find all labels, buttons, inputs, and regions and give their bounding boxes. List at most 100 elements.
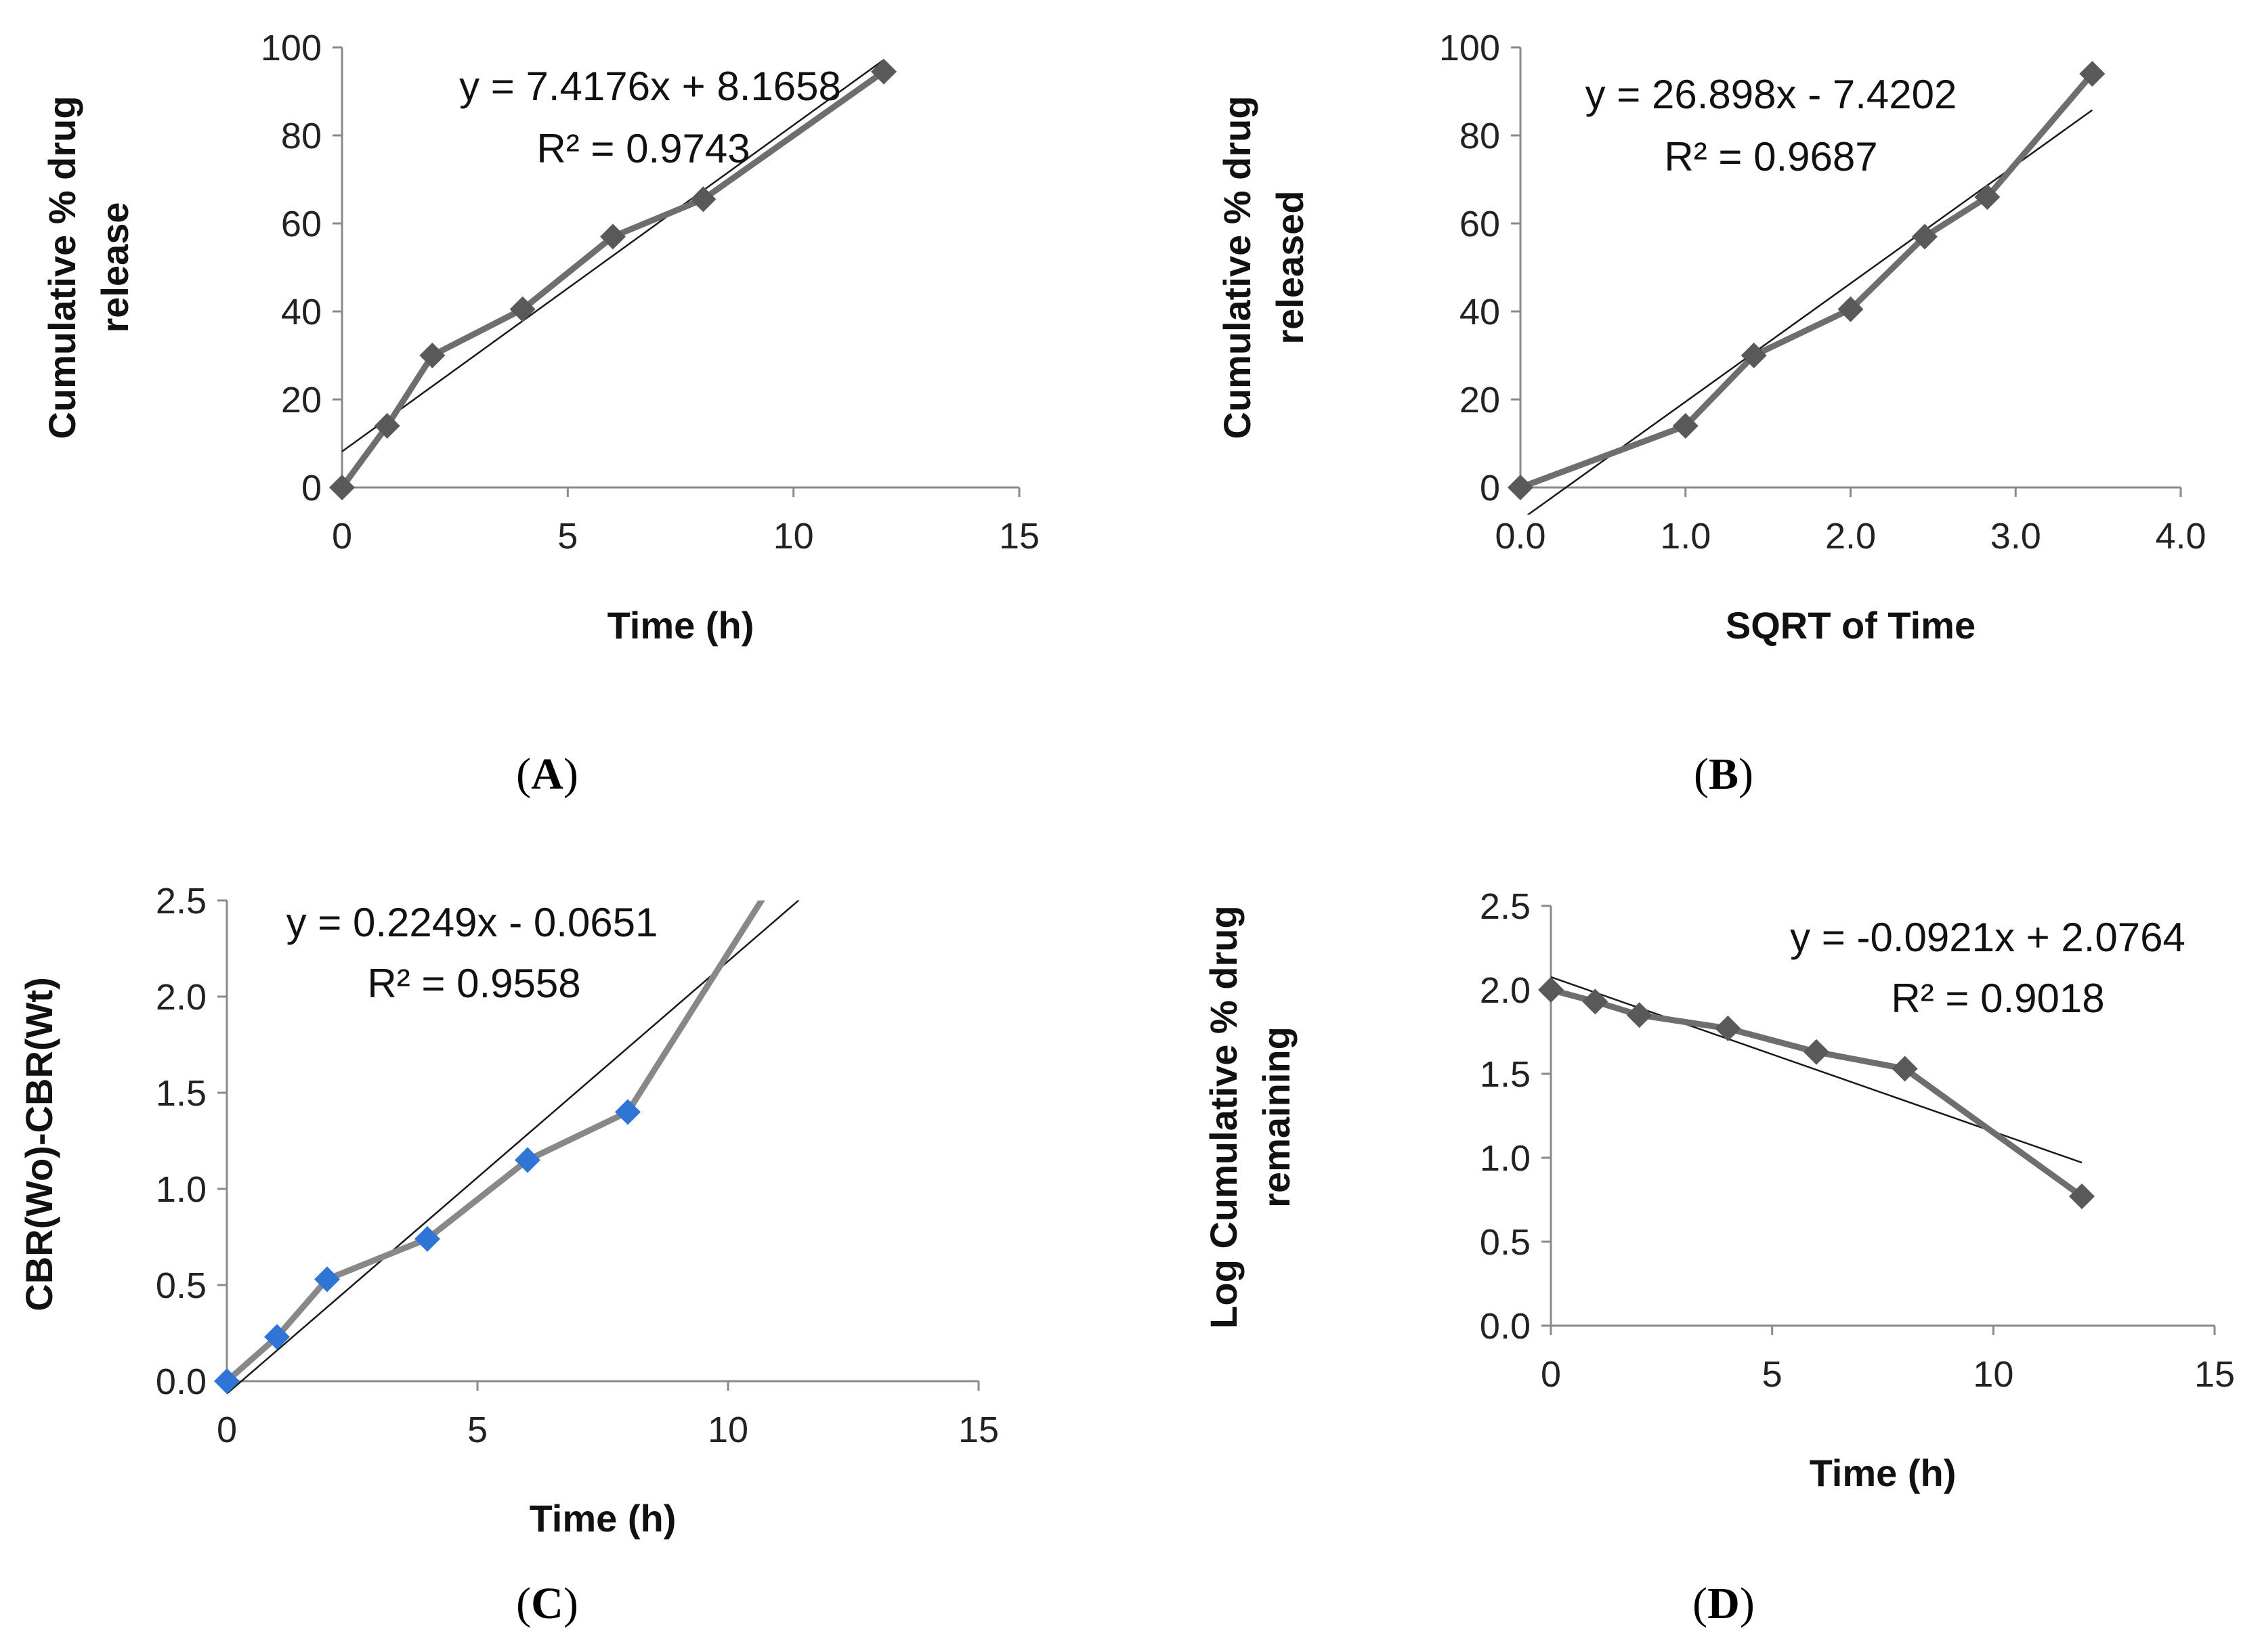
x-tick-label: 15 xyxy=(958,1410,999,1450)
y-tick-label: 1.0 xyxy=(156,1169,207,1210)
data-point xyxy=(1974,184,2001,210)
data-point xyxy=(1715,1016,1741,1042)
trendline xyxy=(226,900,800,1395)
y-tick-label: 0.5 xyxy=(156,1265,207,1306)
x-tick-label: 10 xyxy=(708,1410,748,1450)
x-axis-title: Time (h) xyxy=(607,604,754,647)
data-point xyxy=(1626,1002,1652,1028)
data-point xyxy=(1804,1039,1829,1065)
y-axis-title: CBR(Wo)-CBR(Wt) xyxy=(18,977,60,1311)
y-tick-label: 60 xyxy=(281,204,322,244)
panel-label-close: ) xyxy=(1740,1579,1755,1628)
y-axis-title: Cumulative % drug xyxy=(41,95,83,439)
panel-label-open: ( xyxy=(1694,749,1709,799)
y-tick-label: 20 xyxy=(1459,380,1500,420)
data-point xyxy=(1892,1056,1918,1082)
y-axis-title: release xyxy=(93,202,136,332)
data-point xyxy=(1911,223,1938,250)
x-tick-label: 0 xyxy=(1541,1354,1561,1395)
panel-label-open: ( xyxy=(516,749,531,799)
y-tick-label: 1.5 xyxy=(1480,1054,1531,1095)
y-axis-title: released xyxy=(1268,190,1311,344)
data-point xyxy=(871,58,897,85)
data-point xyxy=(600,223,626,250)
x-tick-label: 15 xyxy=(2194,1354,2235,1395)
y-tick-label: 80 xyxy=(281,116,322,156)
data-point xyxy=(419,343,446,368)
x-tick-label: 4.0 xyxy=(2155,516,2206,557)
x-tick-label: 5 xyxy=(557,516,578,557)
chart-panel-a: 0 20 40 60 80 100 0 5 10 15 y = 7.4176x + 8.1658 R²… xyxy=(41,28,1040,799)
data-point xyxy=(1837,296,1864,322)
series-line xyxy=(225,900,765,1384)
panel-label-close: ) xyxy=(563,1579,578,1628)
y-tick-label: 100 xyxy=(261,28,322,68)
panel-label-letter: D xyxy=(1707,1579,1740,1628)
y-axis-title: Log Cumulative % drug xyxy=(1202,905,1245,1328)
y-tick-label: 2.5 xyxy=(1480,886,1531,927)
data-point xyxy=(264,1324,290,1350)
chart-panel-d: 0.0 0.5 1.0 1.5 2.0 2.5 0 5 10 15 y = -0.0921x + 2… xyxy=(1202,886,2235,1628)
y-tick-label: 2.0 xyxy=(156,977,207,1018)
r-squared: R² = 0.9558 xyxy=(367,961,580,1006)
panel-label: (B) xyxy=(1694,749,1753,799)
y-tick-label: 100 xyxy=(1439,28,1500,68)
y-axis-title: remaining xyxy=(1255,1026,1298,1208)
data-point xyxy=(615,1099,641,1125)
panel-label: (C) xyxy=(516,1579,578,1628)
data-point xyxy=(2079,61,2106,87)
y-tick-label: 20 xyxy=(281,380,322,420)
y-tick-label: 60 xyxy=(1459,204,1500,244)
chart-panel-c: 0.0 0.5 1.0 1.5 2.0 2.5 0 5 10 15 y = 0.2249x - 0.… xyxy=(18,881,999,1628)
x-tick-label: 10 xyxy=(1973,1354,2013,1395)
y-tick-label: 0.0 xyxy=(156,1362,207,1402)
r-squared: R² = 0.9018 xyxy=(1891,976,2104,1021)
data-point xyxy=(1741,343,1767,368)
x-tick-label: 5 xyxy=(1762,1354,1783,1395)
trendline-equation: y = 0.2249x - 0.0651 xyxy=(286,900,658,945)
r-squared: R² = 0.9743 xyxy=(536,126,750,171)
y-tick-label: 2.5 xyxy=(156,881,207,921)
x-tick-label: 2.0 xyxy=(1825,516,1876,557)
x-tick-label: 15 xyxy=(999,516,1040,557)
data-point xyxy=(414,1225,440,1252)
y-tick-label: 0 xyxy=(301,468,322,508)
y-tick-label: 0 xyxy=(1480,468,1500,508)
panel-label-letter: A xyxy=(531,749,563,799)
x-tick-label: 10 xyxy=(773,516,814,557)
y-tick-label: 40 xyxy=(281,292,322,332)
x-tick-label: 0.0 xyxy=(1495,516,1545,557)
trendline xyxy=(341,59,884,452)
panel-label-close: ) xyxy=(1738,749,1753,799)
x-axis-title: Time (h) xyxy=(530,1497,677,1540)
trendline-equation: y = -0.0921x + 2.0764 xyxy=(1790,915,2185,960)
panel-label-letter: C xyxy=(531,1579,563,1628)
r-squared: R² = 0.9687 xyxy=(1664,134,1877,179)
data-point xyxy=(509,296,536,322)
data-point xyxy=(690,186,717,213)
panel-label-open: ( xyxy=(516,1579,531,1628)
data-point xyxy=(1672,413,1699,439)
data-point xyxy=(314,1266,340,1292)
y-tick-label: 1.5 xyxy=(156,1073,207,1114)
panel-label: (D) xyxy=(1692,1579,1755,1628)
y-tick-label: 40 xyxy=(1459,292,1500,332)
x-tick-label: 0 xyxy=(332,516,352,557)
y-tick-label: 80 xyxy=(1459,116,1500,156)
trendline-equation: y = 26.898x - 7.4202 xyxy=(1585,72,1957,117)
y-tick-label: 0.0 xyxy=(1480,1306,1531,1347)
trendline-equation: y = 7.4176x + 8.1658 xyxy=(459,64,841,109)
data-point xyxy=(214,1368,240,1394)
panel-label-open: ( xyxy=(1692,1579,1707,1628)
panel-label-letter: B xyxy=(1709,749,1738,799)
y-tick-label: 1.0 xyxy=(1480,1138,1531,1179)
x-tick-label: 0 xyxy=(217,1410,237,1450)
x-axis-title: Time (h) xyxy=(1810,1452,1957,1494)
data-point xyxy=(1508,475,1533,500)
data-point xyxy=(1582,988,1608,1015)
y-tick-label: 0.5 xyxy=(1480,1222,1531,1263)
data-point xyxy=(329,475,355,500)
x-tick-label: 3.0 xyxy=(1990,516,2041,557)
chart-panel-b: 0 20 40 60 80 100 0.0 1.0 2.0 3.0 4.0 y = 26.898x -… xyxy=(1216,28,2206,799)
data-point xyxy=(2069,1183,2095,1210)
